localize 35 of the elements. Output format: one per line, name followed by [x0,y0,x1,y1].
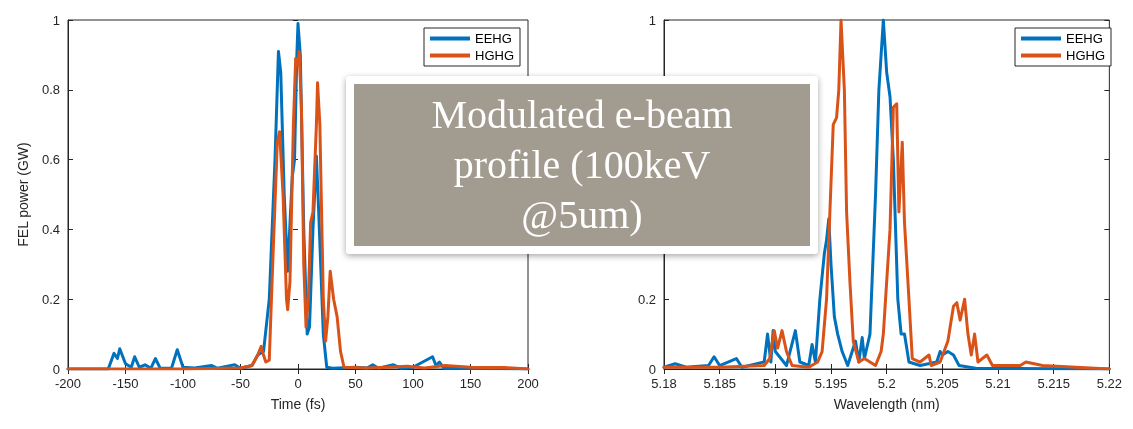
legend-label: HGHG [475,48,514,63]
x-tick-label: 5.2 [877,376,896,391]
x-tick-label: 200 [517,376,539,391]
x-tick-label: 100 [402,376,424,391]
x-tick-label: 0 [294,376,302,391]
legend-label: EEHG [475,31,512,46]
x-tick-label: 5.195 [814,376,848,391]
x-tick-label: -150 [112,376,139,391]
x-tick-label: 5.18 [651,376,677,391]
y-tick-label: 1 [648,12,656,28]
y-tick-label: 0.6 [41,152,60,168]
legend-label: EEHG [1066,31,1103,46]
y-tick-label: 0.8 [41,82,60,98]
x-tick-label: 5.185 [703,376,736,391]
caption-box: Modulated e-beam profile (100keV @5um) [346,76,818,254]
y-tick-label: 1 [52,12,60,28]
x-tick-label: 50 [348,376,363,391]
y-axis-title: FEL power (GW) [15,142,31,247]
x-tick-label: -200 [54,376,82,391]
x-tick-label: 5.19 [762,376,788,391]
x-tick-label: 150 [459,376,482,391]
y-tick-label: 0 [52,361,60,377]
y-tick-label: 0.2 [637,291,656,307]
x-tick-label: -100 [169,376,197,391]
x-tick-label: 5.215 [1037,376,1070,391]
x-tick-label: 5.205 [926,376,959,391]
y-tick-label: 0.4 [41,221,60,237]
legend-label: HGHG [1066,48,1105,63]
x-axis-title: Time (fs) [270,396,326,412]
x-tick-label: 5.22 [1096,376,1123,391]
y-tick-label: 0.2 [41,291,60,307]
x-tick-label: 5.21 [985,376,1011,391]
x-axis-title: Wavelength (nm) [833,396,940,412]
x-tick-label: -50 [231,376,250,391]
y-tick-label: 0 [648,361,656,377]
